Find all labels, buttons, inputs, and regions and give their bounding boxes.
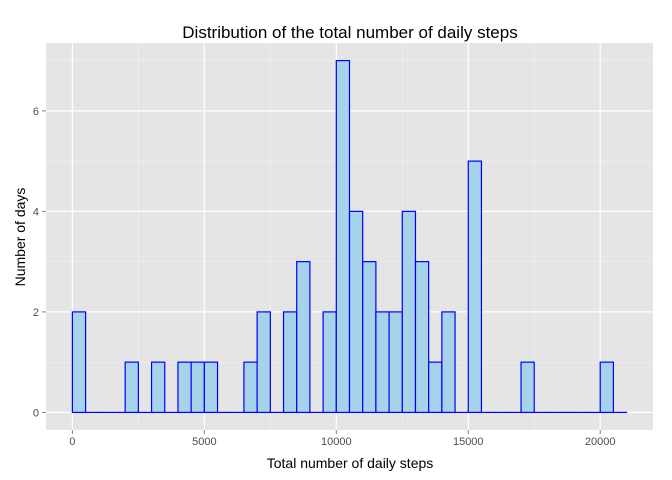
histogram-bar	[190, 361, 205, 414]
histogram-bar	[388, 311, 403, 414]
histogram-bar	[467, 160, 483, 414]
histogram-bar	[177, 361, 192, 414]
x-tick-label: 15000	[453, 436, 484, 448]
histogram-bar	[348, 210, 364, 414]
x-tick-label: 5000	[192, 436, 216, 448]
histogram-bar	[441, 311, 456, 414]
y-tick-label: 0	[33, 407, 39, 419]
y-tick-label: 2	[33, 307, 39, 319]
histogram-bar	[599, 361, 615, 414]
histogram-bar	[335, 59, 351, 414]
histogram-bar	[150, 361, 166, 414]
y-axis-title: Number of days	[12, 188, 28, 287]
x-axis-title: Total number of daily steps	[267, 455, 434, 471]
histogram-bar	[520, 361, 535, 414]
histogram-bar	[71, 311, 87, 414]
histogram-bar	[282, 311, 298, 414]
histogram-bar	[362, 261, 377, 414]
chart-title: Distribution of the total number of dail…	[182, 23, 517, 42]
histogram-bar	[256, 311, 271, 414]
histogram-bar	[428, 361, 443, 414]
histogram-bar	[124, 361, 139, 414]
x-tick-label: 10000	[321, 436, 352, 448]
x-tick-label: 20000	[585, 436, 616, 448]
x-tick-label: 0	[69, 436, 75, 448]
histogram-bar	[401, 210, 417, 414]
histogram-bar	[243, 361, 258, 414]
y-tick-label: 6	[33, 106, 39, 118]
histogram-bar	[414, 261, 430, 414]
histogram-bar	[322, 311, 337, 414]
histogram-bar	[375, 311, 390, 414]
histogram-bars	[71, 59, 628, 414]
histogram-bar	[296, 261, 311, 414]
histogram-bar	[203, 361, 219, 414]
y-tick-label: 4	[33, 206, 39, 218]
y-axis-ticks: 0 2 4 6	[33, 106, 46, 419]
x-axis-ticks: 0 5000 10000 15000 20000	[69, 430, 616, 448]
